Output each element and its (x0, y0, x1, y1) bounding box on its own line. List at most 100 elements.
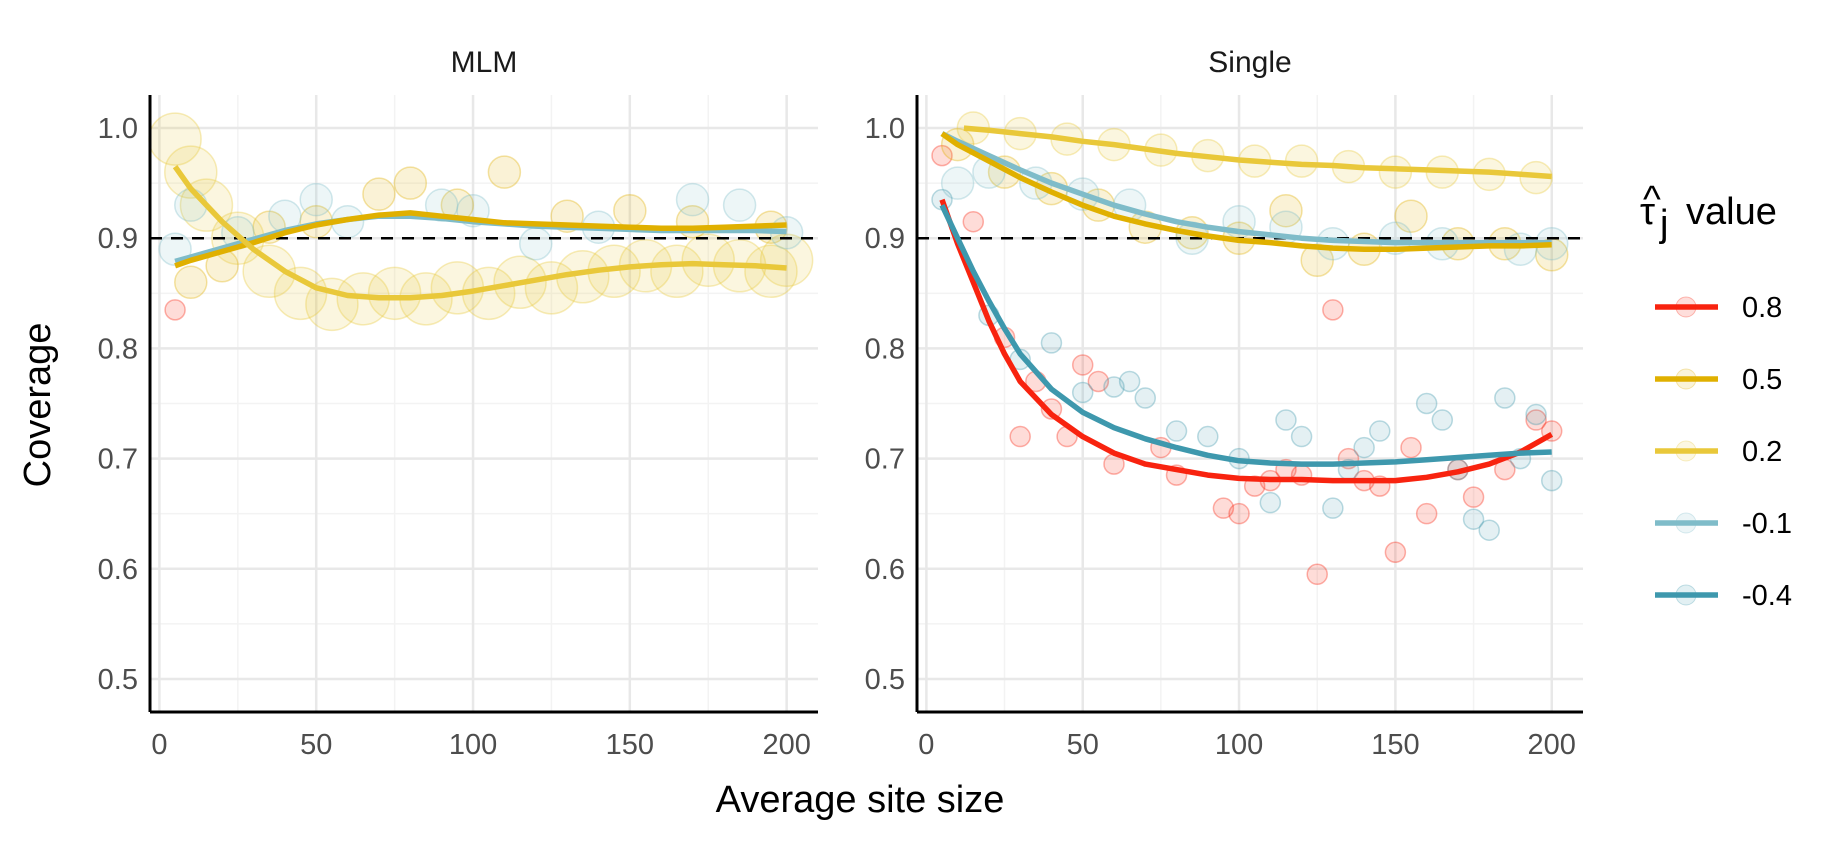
y-tick-label: 0.5 (865, 664, 905, 696)
point-single-0.8 (1306, 563, 1328, 586)
curve-mlm-0.5 (174, 210, 787, 269)
point-single-0.8 (962, 210, 985, 233)
point-single--0.4 (1071, 381, 1094, 404)
y-tick-label: 0.9 (865, 223, 905, 255)
x-tick-label: 50 (1067, 729, 1099, 761)
point-single--0.4 (1040, 332, 1063, 354)
point-mlm--0.1 (675, 182, 710, 217)
legend-items: 0.8 0.5 0.2 -0.1 -0.4 (1655, 292, 1792, 612)
point-mlm-0.2 (164, 145, 218, 199)
legend-title-symbol: τ (1640, 191, 1655, 233)
point-single--0.4 (1540, 469, 1563, 492)
y-tick-label: 0.6 (98, 554, 138, 586)
x-tick-label: 150 (606, 729, 654, 761)
point-mlm-0.5 (174, 265, 208, 300)
point-single--0.4 (1118, 370, 1141, 393)
panel-mlm: 0.5 0.6 0.7 0.8 0.9 1.0 0 50 100 150 200 (98, 95, 818, 761)
point-single-0.8 (1400, 436, 1422, 459)
point-single--0.4 (1431, 409, 1454, 431)
curve-mlm-0.2 (172, 165, 787, 301)
x-tick-label: 200 (762, 729, 810, 761)
point-mlm--0.1 (299, 182, 333, 217)
curve-single-0.5 (940, 131, 1552, 253)
point-mlm-0.5 (362, 177, 396, 211)
x-tick-label: 100 (449, 729, 497, 761)
point-mlm-0.2 (273, 266, 328, 321)
y-tick-label: 0.9 (98, 223, 138, 255)
point-mlm-0.5 (487, 155, 522, 189)
point-mlm-0.2 (242, 244, 296, 299)
point-single-0.8 (1415, 502, 1438, 525)
point-single-0.8 (1228, 502, 1250, 525)
facet-label-mlm: MLM (451, 46, 518, 79)
point-single-0.8 (1462, 486, 1485, 508)
y-tick-label: 0.8 (98, 333, 138, 365)
legend-title-text: value (1686, 191, 1777, 233)
point-single-0.8 (1071, 354, 1094, 376)
point-single--0.4 (1165, 420, 1188, 442)
point-single--0.4 (1290, 425, 1313, 448)
legend-label--0.1: -0.1 (1742, 508, 1792, 540)
point-single-0.8 (1212, 497, 1235, 519)
point-mlm--0.1 (518, 226, 553, 261)
point-mlm-0.2 (759, 233, 814, 288)
legend-title-subscript: j (1659, 203, 1668, 245)
y-tick-label: 1.0 (98, 113, 138, 145)
legend-title-hat: ^ (1643, 179, 1661, 221)
point-single--0.4 (1322, 497, 1344, 519)
point-single--0.4 (1353, 436, 1375, 459)
legend-label-0.8: 0.8 (1742, 292, 1782, 324)
x-tick-label: 0 (151, 729, 167, 761)
x-axis-title: Average site size (716, 779, 1005, 821)
point-mlm-0.2 (367, 266, 422, 321)
y-tick-label: 0.7 (98, 444, 138, 476)
y-axis-title: Coverage (17, 323, 59, 488)
y-tick-label: 0.7 (865, 444, 905, 476)
x-tick-label: 0 (918, 729, 934, 761)
point-mlm-0.5 (613, 193, 647, 228)
point-single--0.4 (1415, 392, 1438, 415)
legend-label-0.5: 0.5 (1742, 364, 1782, 396)
point-mlm-0.2 (305, 277, 359, 332)
point-single-0.8 (1322, 299, 1344, 321)
point-single-0.8 (1040, 398, 1063, 420)
legend-label-0.2: 0.2 (1742, 436, 1782, 468)
point-single--0.4 (1369, 420, 1391, 442)
point-mlm-0.2 (681, 233, 735, 288)
panel-single: 0.5 0.6 0.7 0.8 0.9 1.0 0 50 100 150 200 (865, 95, 1583, 761)
y-tick-label: 0.8 (865, 333, 905, 365)
point-mlm--0.1 (722, 188, 757, 222)
point-single--0.4 (1478, 519, 1500, 541)
point-single--0.4 (1103, 376, 1125, 398)
point-mlm-0.2 (650, 244, 704, 299)
point-single-0.8 (1087, 370, 1110, 393)
point-single--0.1 (940, 166, 975, 200)
point-mlm-0.8 (164, 299, 186, 321)
x-tick-label: 50 (300, 729, 332, 761)
point-single--0.1 (1316, 226, 1350, 261)
curve-single-0.2 (963, 125, 1552, 180)
point-single-0.8 (1009, 425, 1031, 448)
y-tick-label: 0.5 (98, 664, 138, 696)
point-single--0.4 (1275, 409, 1297, 431)
legend: ^ τ j value 0.8 0.5 0.2 -0.1 -0.4 (1640, 179, 1792, 612)
x-tick-label: 200 (1528, 729, 1576, 761)
point-single-0.5 (1269, 193, 1303, 228)
point-single--0.4 (1462, 508, 1485, 530)
x-tick-label: 100 (1215, 729, 1263, 761)
point-single--0.4 (1525, 403, 1547, 426)
point-single-0.2 (1378, 155, 1413, 189)
legend-label--0.4: -0.4 (1742, 580, 1792, 612)
point-single--0.4 (1494, 387, 1516, 409)
y-tick-label: 0.6 (865, 554, 905, 586)
y-tick-label: 1.0 (865, 113, 905, 145)
point-mlm--0.1 (174, 188, 208, 222)
point-single--0.4 (1134, 387, 1157, 409)
point-single--0.4 (1259, 491, 1282, 514)
point-mlm-0.5 (393, 166, 428, 200)
point-mlm-0.2 (744, 244, 798, 299)
curve-single--0.4 (939, 204, 1552, 467)
point-single-0.8 (1525, 409, 1547, 431)
facet-label-single: Single (1208, 46, 1291, 79)
